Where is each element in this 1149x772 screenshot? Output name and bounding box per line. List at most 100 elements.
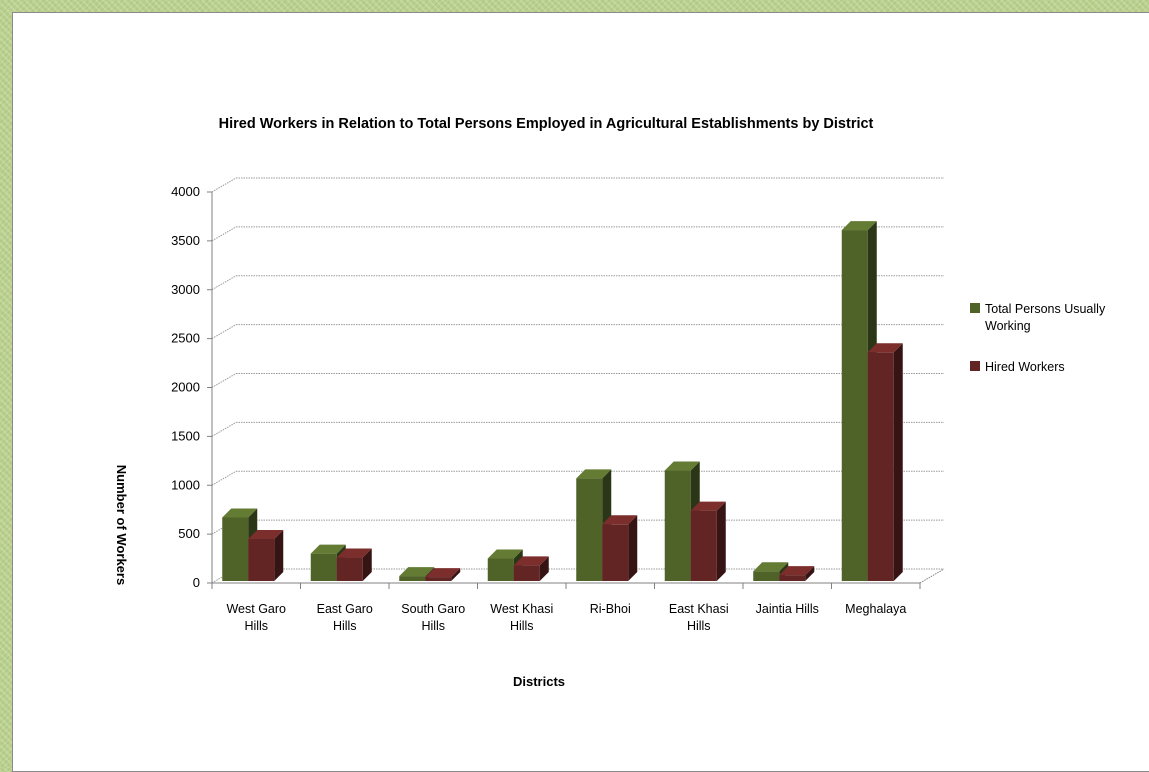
bar-top bbox=[779, 566, 815, 576]
bar-hired bbox=[425, 568, 461, 581]
gridline-side bbox=[211, 275, 237, 291]
y-tick-label: 2000 bbox=[171, 380, 200, 395]
bar-front bbox=[664, 470, 691, 581]
bar-front bbox=[336, 557, 363, 581]
category-label-line: East Khasi bbox=[669, 602, 729, 616]
y-tick-label: 1000 bbox=[171, 477, 200, 492]
bar-hired bbox=[867, 343, 903, 581]
category-label: Jaintia Hills bbox=[756, 602, 819, 616]
gridline-side bbox=[211, 470, 237, 486]
category-label-line: South Garo bbox=[401, 602, 465, 616]
bar-front bbox=[779, 575, 806, 581]
legend-label-line: Total Persons Usually bbox=[985, 302, 1106, 316]
bar-front bbox=[399, 576, 426, 581]
plot-area: 0 500 1000 1500 2000 2500 3000 3500 4000 West Gar… bbox=[171, 177, 945, 633]
bar-top bbox=[336, 548, 372, 558]
category-label-line: Hills bbox=[421, 619, 445, 633]
category-label-line: Jaintia Hills bbox=[756, 602, 819, 616]
bar-side bbox=[893, 343, 903, 581]
chart-title: Hired Workers in Relation to Total Perso… bbox=[219, 116, 874, 132]
bar-front bbox=[222, 517, 249, 581]
bar-side bbox=[628, 515, 638, 581]
category-label-line: East Garo bbox=[317, 602, 373, 616]
bar-top bbox=[248, 529, 284, 539]
bar-top bbox=[513, 556, 549, 566]
category-label-line: Hills bbox=[687, 619, 711, 633]
category-label-line: Ri-Bhoi bbox=[590, 602, 631, 616]
bar-top bbox=[664, 461, 700, 471]
legend: Total Persons Usually Working Hired Worker… bbox=[970, 302, 1106, 374]
bar-front bbox=[690, 510, 717, 581]
bar-front bbox=[576, 478, 603, 581]
bar-hired bbox=[513, 556, 549, 581]
category-label-line: West Khasi bbox=[490, 602, 553, 616]
legend-label-line: Working bbox=[985, 319, 1031, 333]
legend-label: Hired Workers bbox=[985, 360, 1065, 374]
y-tick-label: 3500 bbox=[171, 233, 200, 248]
bar-front bbox=[310, 553, 337, 581]
category-label: Meghalaya bbox=[845, 602, 906, 616]
gridline-side bbox=[211, 421, 237, 437]
gridline-side bbox=[211, 373, 237, 388]
bar-front bbox=[867, 352, 894, 581]
y-axis-title: Number of Workers bbox=[114, 465, 129, 585]
bar-hired bbox=[602, 515, 638, 581]
category-label: West Khasi Hills bbox=[490, 602, 553, 633]
category-label: Ri-Bhoi bbox=[590, 602, 631, 616]
y-tick-label: 500 bbox=[178, 526, 200, 541]
gridline-side bbox=[211, 226, 237, 242]
bar-side bbox=[805, 566, 815, 581]
category-label: West Garo Hills bbox=[226, 602, 286, 633]
y-tick-label: 4000 bbox=[171, 184, 200, 199]
y-tick-label: 3000 bbox=[171, 282, 200, 297]
bar-side bbox=[716, 501, 726, 581]
bar-top bbox=[753, 562, 789, 572]
y-tick-label: 0 bbox=[193, 575, 200, 590]
category-label-line: Hills bbox=[244, 619, 268, 633]
legend-label-line: Hired Workers bbox=[985, 360, 1065, 374]
bar-top bbox=[310, 544, 346, 554]
legend-swatch bbox=[970, 303, 980, 313]
bar-front bbox=[753, 571, 780, 581]
bar-top bbox=[867, 343, 903, 353]
category-label: East Khasi Hills bbox=[669, 602, 729, 633]
chart-frame bbox=[12, 12, 1149, 772]
bar-top bbox=[425, 568, 461, 578]
bar-hired bbox=[690, 501, 726, 581]
category-label: South Garo Hills bbox=[401, 602, 465, 633]
gridline-side bbox=[211, 324, 237, 340]
floor-edge bbox=[919, 568, 945, 584]
bar-top bbox=[841, 221, 877, 231]
legend-label: Total Persons Usually Working bbox=[985, 302, 1106, 333]
bar-side bbox=[451, 568, 461, 581]
bar-top bbox=[399, 567, 435, 577]
bar-top bbox=[690, 501, 726, 511]
bar-top bbox=[487, 549, 523, 559]
bar-front bbox=[602, 524, 629, 581]
bar-side bbox=[362, 548, 372, 581]
bar-front bbox=[425, 577, 452, 581]
category-label-line: West Garo bbox=[226, 602, 286, 616]
bar-hired bbox=[336, 548, 372, 581]
category-label-line: Hills bbox=[510, 619, 534, 633]
bar-hired bbox=[779, 566, 815, 581]
y-tick-label: 2500 bbox=[171, 331, 200, 346]
bar-side bbox=[539, 556, 549, 581]
bar-hired bbox=[248, 529, 284, 581]
bar-front bbox=[841, 230, 868, 581]
bar-top bbox=[222, 508, 258, 518]
category-label: East Garo Hills bbox=[317, 602, 373, 633]
legend-swatch bbox=[970, 361, 980, 371]
y-tick-label: 1500 bbox=[171, 428, 200, 443]
gridline-side bbox=[211, 177, 237, 193]
bar-front bbox=[487, 558, 514, 581]
bar-front bbox=[513, 565, 540, 581]
bar-side bbox=[274, 529, 284, 581]
bar-front bbox=[248, 538, 275, 581]
category-label-line: Hills bbox=[333, 619, 357, 633]
bar-top bbox=[576, 469, 612, 479]
x-axis-title: Districts bbox=[513, 674, 565, 689]
bar-top bbox=[602, 515, 638, 525]
category-label-line: Meghalaya bbox=[845, 602, 906, 616]
